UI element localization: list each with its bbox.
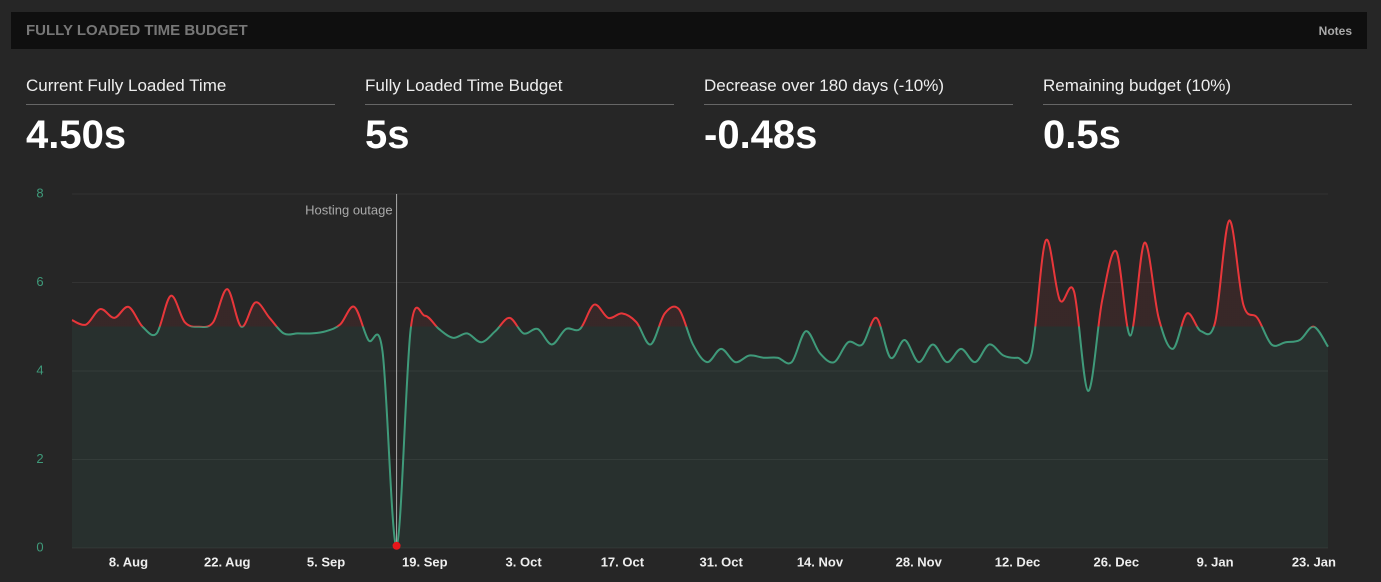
- annotation-point: [392, 541, 401, 550]
- x-tick-label: 22. Aug: [204, 554, 251, 569]
- x-tick-label: 31. Oct: [699, 554, 743, 569]
- x-tick-label: 19. Sep: [402, 554, 448, 569]
- y-tick-label: 2: [36, 451, 43, 466]
- x-tick-label: 14. Nov: [797, 554, 844, 569]
- stat: Remaining budget (10%) 0.5s: [1043, 76, 1352, 158]
- header: FULLY LOADED TIME BUDGET Notes: [11, 12, 1367, 49]
- x-tick-label: 23. Jan: [1292, 554, 1336, 569]
- x-tick-label: 5. Sep: [307, 554, 345, 569]
- y-tick-label: 6: [36, 274, 43, 289]
- stat-value: 0.5s: [1043, 113, 1121, 157]
- x-tick-label: 12. Dec: [995, 554, 1041, 569]
- stat-value: 5s: [365, 113, 410, 157]
- stat-label: Fully Loaded Time Budget: [365, 76, 674, 105]
- annotation-label: Hosting outage: [305, 202, 392, 217]
- area: [72, 220, 1328, 548]
- notes-button[interactable]: Notes: [1318, 24, 1352, 38]
- stat: Current Fully Loaded Time 4.50s: [26, 76, 335, 158]
- stat-value: -0.48s: [704, 113, 818, 157]
- stat-label: Remaining budget (10%): [1043, 76, 1352, 105]
- line: [71, 219, 1329, 547]
- x-tick-label: 28. Nov: [896, 554, 943, 569]
- x-tick-label: 17. Oct: [601, 554, 645, 569]
- x-tick-label: 9. Jan: [1197, 554, 1234, 569]
- stat-label: Current Fully Loaded Time: [26, 76, 335, 105]
- stat-value: 4.50s: [26, 113, 127, 157]
- y-tick-label: 8: [36, 185, 43, 200]
- stat: Decrease over 180 days (-10%) -0.48s: [704, 76, 1013, 158]
- x-tick-label: 26. Dec: [1094, 554, 1140, 569]
- header-title: FULLY LOADED TIME BUDGET: [26, 22, 248, 39]
- y-tick-label: 0: [36, 539, 43, 554]
- x-tick-label: 3. Oct: [506, 554, 543, 569]
- y-tick-label: 4: [36, 362, 43, 377]
- stat: Fully Loaded Time Budget 5s: [365, 76, 674, 158]
- stat-label: Decrease over 180 days (-10%): [704, 76, 1013, 105]
- x-tick-label: 8. Aug: [109, 554, 148, 569]
